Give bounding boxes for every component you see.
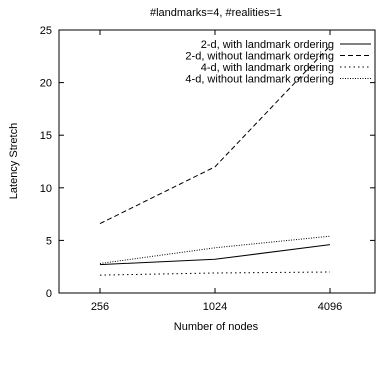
x-tick-label: 1024 <box>203 301 227 313</box>
y-tick-label: 5 <box>46 235 52 247</box>
y-tick-label: 15 <box>40 130 52 142</box>
legend-label: 4-d, without landmark ordering <box>185 74 334 86</box>
series-line-3 <box>99 271 331 276</box>
series-line-2 <box>99 45 331 225</box>
y-tick-label: 10 <box>40 183 52 195</box>
legend-label: 2-d, with landmark ordering <box>201 39 334 51</box>
series-layer <box>99 45 331 276</box>
y-axis-label: Latency Stretch <box>8 123 20 199</box>
series-line-4 <box>99 235 331 264</box>
y-tick-label: 20 <box>40 78 52 90</box>
legend-label: 2-d, without landmark ordering <box>185 51 334 63</box>
y-tick-label: 0 <box>46 288 52 300</box>
x-tick-label: 256 <box>91 301 109 313</box>
y-tick-label: 25 <box>40 25 52 37</box>
series-line-1 <box>99 244 331 266</box>
legend-label: 4-d, with landmark ordering <box>201 62 334 74</box>
x-axis-label: Number of nodes <box>174 321 259 333</box>
y-axis: 0 5 10 15 20 25 <box>40 25 375 300</box>
x-axis: 256 1024 4096 <box>91 30 342 313</box>
chart-title: #landmarks=4, #realities=1 <box>150 7 282 19</box>
x-tick-label: 4096 <box>318 301 342 313</box>
plot-frame <box>58 29 376 294</box>
